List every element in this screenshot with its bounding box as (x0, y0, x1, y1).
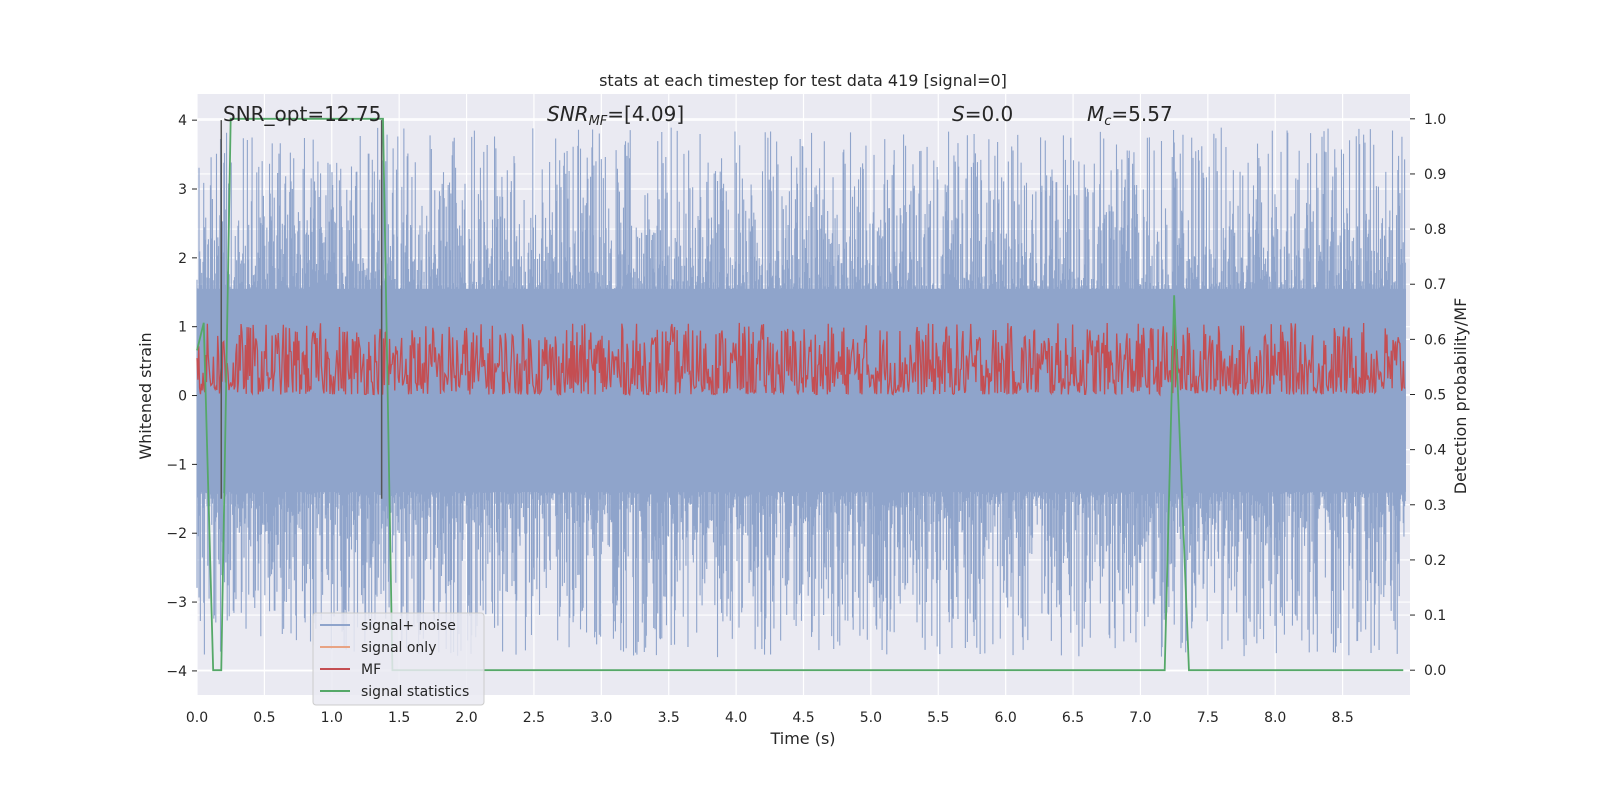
x-tick-label-6: 3.0 (590, 710, 612, 726)
x-tick-label-3: 1.5 (388, 710, 410, 726)
y-axis-right-ticks: 1.0 0.9 0.8 0.7 0.6 0.5 0.4 0.3 0.2 0.1 0.0 (1410, 112, 1446, 679)
annotation-snr-mf: SNRMF=[4.09] (547, 102, 684, 129)
y-right-tick-label-6: 0.4 (1424, 443, 1446, 459)
annotation-mc: Mc=5.57 (1087, 102, 1173, 129)
x-axis-ticks: 0.0 0.5 1.0 1.5 2.0 2.5 3.0 3.5 4.0 4.5 5.0 5.5 6.0 6… (186, 710, 1354, 726)
x-tick-label-16: 8.0 (1264, 710, 1286, 726)
x-tick-label-15: 7.5 (1197, 710, 1219, 726)
x-tick-label-4: 2.0 (455, 710, 477, 726)
x-tick-label-2: 1.0 (321, 710, 343, 726)
y-right-tick-label-2: 0.8 (1424, 222, 1446, 238)
annotation-snr-opt: SNR_opt=12.75 (223, 102, 381, 126)
y-right-tick-label-10: 0.0 (1424, 663, 1446, 679)
legend-box (312, 612, 485, 706)
x-tick-label-0: 0.0 (186, 710, 208, 726)
legend-label-signal-noise: signal+ noise (361, 618, 456, 634)
legend: signal+ noise signal only MF signal stat… (312, 612, 485, 706)
y-right-tick-label-4: 0.6 (1424, 332, 1446, 348)
y-axis-left-ticks: 4 3 2 1 0 −1 −2 −3 −4 (166, 113, 197, 680)
x-tick-label-5: 2.5 (523, 710, 545, 726)
y-right-tick-label-9: 0.1 (1424, 608, 1446, 624)
y-left-tick-label-5: −1 (166, 457, 187, 473)
y-right-tick-label-8: 0.2 (1424, 553, 1446, 569)
y-left-tick-label-2: 2 (178, 251, 187, 267)
y-axis-right-label: Detection probability/MF (1451, 298, 1470, 495)
signal-statistics-line (196, 117, 1404, 672)
series-signal-noise (196, 127, 1406, 658)
y-right-tick-label-1: 0.9 (1424, 167, 1446, 183)
annotation-s: S=0.0 (952, 102, 1013, 126)
x-tick-label-14: 7.0 (1129, 710, 1151, 726)
y-left-tick-label-1: 3 (178, 182, 187, 198)
legend-label-signal-statistics: signal statistics (361, 684, 469, 700)
y-left-tick-label-6: −2 (166, 526, 187, 542)
x-tick-label-9: 4.5 (792, 710, 814, 726)
y-left-tick-label-0: 4 (178, 113, 187, 129)
x-tick-label-8: 4.0 (725, 710, 747, 726)
x-tick-label-12: 6.0 (995, 710, 1017, 726)
mf-trace (196, 322, 1406, 397)
y-right-tick-label-5: 0.5 (1424, 388, 1446, 404)
x-tick-label-13: 6.5 (1062, 710, 1084, 726)
x-axis-label: Time (s) (769, 729, 835, 748)
x-tick-label-17: 8.5 (1331, 710, 1353, 726)
signal-noise-core (197, 288, 1406, 492)
x-tick-label-11: 5.5 (927, 710, 949, 726)
y-right-tick-label-0: 1.0 (1424, 112, 1446, 128)
series-signal-statistics (196, 117, 1404, 672)
y-right-tick-label-7: 0.3 (1424, 498, 1446, 514)
legend-label-mf: MF (361, 662, 381, 678)
chart-title: stats at each timestep for test data 419… (599, 71, 1007, 90)
y-left-tick-label-3: 1 (178, 320, 187, 336)
x-tick-label-10: 5.0 (860, 710, 882, 726)
x-tick-label-7: 3.5 (658, 710, 680, 726)
series-mf (196, 322, 1406, 397)
y-axis-left-label: Whitened strain (136, 332, 155, 459)
y-left-tick-label-8: −4 (166, 664, 187, 680)
legend-label-signal-only: signal only (361, 640, 436, 656)
y-right-tick-label-3: 0.7 (1424, 277, 1446, 293)
event-markers (220, 120, 383, 499)
x-tick-label-1: 0.5 (253, 710, 275, 726)
y-left-tick-label-7: −3 (166, 595, 187, 611)
y-left-tick-label-4: 0 (178, 389, 187, 405)
